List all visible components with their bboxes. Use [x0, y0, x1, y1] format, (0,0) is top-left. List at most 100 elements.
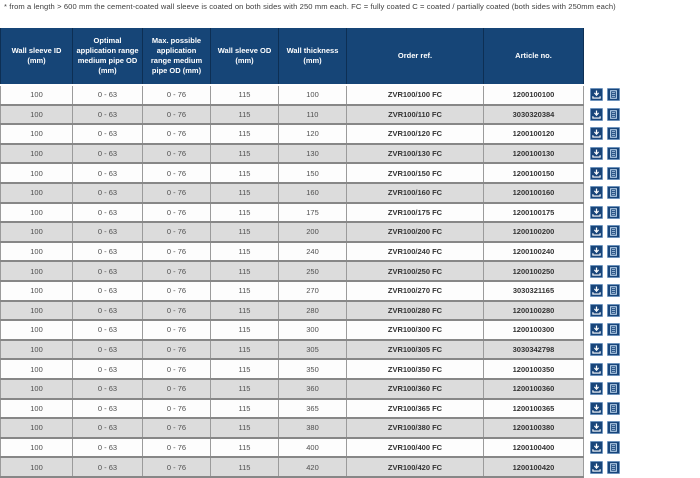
datasheet-button[interactable]: [607, 147, 620, 161]
download-button[interactable]: [590, 225, 603, 239]
datasheet-button[interactable]: [607, 284, 620, 298]
table-cell: 115: [210, 143, 279, 165]
table-row: 100 0 - 63 0 - 76 115 100 ZVR100/100 FC …: [0, 85, 634, 106]
download-button[interactable]: [590, 107, 603, 121]
datasheet-button[interactable]: [607, 127, 620, 141]
download-button[interactable]: [590, 382, 603, 396]
table-cell: 0 - 63: [72, 124, 143, 145]
download-icon: [592, 110, 601, 119]
download-icon: [592, 267, 601, 276]
download-button[interactable]: [590, 284, 603, 298]
datasheet-button[interactable]: [607, 303, 620, 317]
table-row: 100 0 - 63 0 - 76 115 160 ZVR100/160 FC …: [0, 182, 634, 204]
download-button[interactable]: [590, 88, 603, 102]
table-cell: 115: [210, 339, 279, 361]
download-button[interactable]: [590, 323, 603, 337]
action-group: [590, 362, 633, 376]
datasheet-button[interactable]: [607, 245, 620, 259]
table-cell: 0 - 76: [142, 182, 211, 204]
datasheet-icon: [610, 403, 617, 413]
table-row: 100 0 - 63 0 - 76 115 110 ZVR100/110 FC …: [0, 104, 634, 126]
datasheet-icon: [610, 266, 617, 276]
table-cell: 0 - 63: [72, 300, 143, 322]
table-cell-article-no: 1200100120: [483, 124, 584, 145]
download-button[interactable]: [590, 440, 603, 454]
download-icon: [592, 130, 601, 139]
download-button[interactable]: [590, 186, 603, 200]
table-row: 100 0 - 63 0 - 76 115 300 ZVR100/300 FC …: [0, 320, 634, 341]
table-cell-order-ref: ZVR100/150 FC: [346, 163, 484, 184]
datasheet-button[interactable]: [607, 460, 620, 474]
download-button[interactable]: [590, 166, 603, 180]
table-cell-order-ref: ZVR100/130 FC: [346, 143, 484, 165]
datasheet-icon: [610, 384, 617, 394]
datasheet-button[interactable]: [607, 88, 620, 102]
table-cell-order-ref: ZVR100/100 FC: [346, 85, 484, 106]
row-actions: [583, 280, 634, 301]
table-cell: 0 - 63: [72, 202, 143, 224]
table-cell-article-no: 1200100365: [483, 398, 584, 420]
row-actions: [583, 104, 634, 125]
download-button[interactable]: [590, 401, 603, 415]
datasheet-button[interactable]: [607, 362, 620, 376]
table-cell-article-no: 1200100240: [483, 241, 584, 263]
row-actions: [583, 300, 634, 321]
download-button[interactable]: [590, 343, 603, 357]
datasheet-icon: [610, 423, 617, 433]
table-cell: 0 - 76: [142, 222, 211, 243]
datasheet-icon: [610, 364, 617, 374]
table-cell: 0 - 76: [142, 378, 211, 400]
datasheet-button[interactable]: [607, 440, 620, 454]
datasheet-button[interactable]: [607, 225, 620, 239]
datasheet-button[interactable]: [607, 323, 620, 337]
table-cell: 0 - 76: [142, 202, 211, 224]
table-cell: 100: [0, 418, 73, 439]
table-cell: 0 - 76: [142, 398, 211, 420]
table-cell: 115: [210, 398, 279, 420]
download-icon: [592, 227, 601, 237]
datasheet-button[interactable]: [607, 421, 620, 435]
download-button[interactable]: [590, 245, 603, 259]
action-group: [590, 382, 633, 396]
datasheet-button[interactable]: [607, 166, 620, 180]
datasheet-button[interactable]: [607, 186, 620, 200]
table-cell: 0 - 63: [72, 418, 143, 439]
datasheet-button[interactable]: [607, 107, 620, 121]
table-cell: 100: [0, 241, 73, 263]
table-cell: 100: [0, 437, 73, 459]
datasheet-icon: [610, 462, 617, 472]
table-cell: 115: [210, 261, 279, 282]
download-button[interactable]: [590, 303, 603, 317]
datasheet-button[interactable]: [607, 382, 620, 396]
table-cell: 100: [0, 222, 73, 243]
datasheet-button[interactable]: [607, 205, 620, 219]
table-cell-article-no: 3030342798: [483, 339, 584, 361]
column-header-max-range: Max. possible application range medium p…: [142, 28, 211, 86]
download-button[interactable]: [590, 362, 603, 376]
download-icon: [592, 423, 601, 433]
row-actions: [583, 163, 634, 183]
download-button[interactable]: [590, 264, 603, 278]
table-cell: 100: [0, 300, 73, 322]
download-button[interactable]: [590, 127, 603, 141]
datasheet-button[interactable]: [607, 343, 620, 357]
datasheet-button[interactable]: [607, 401, 620, 415]
download-button[interactable]: [590, 421, 603, 435]
table-row: 100 0 - 63 0 - 76 115 120 ZVR100/120 FC …: [0, 124, 634, 145]
datasheet-button[interactable]: [607, 264, 620, 278]
download-button[interactable]: [590, 460, 603, 474]
table-cell: 0 - 63: [72, 163, 143, 184]
download-button[interactable]: [590, 147, 603, 161]
table-cell: 250: [278, 261, 347, 282]
table-cell-article-no: 1200100280: [483, 300, 584, 322]
table-cell: 270: [278, 280, 347, 302]
table-cell: 115: [210, 202, 279, 224]
action-group: [590, 88, 633, 102]
download-button[interactable]: [590, 205, 603, 219]
table-cell: 0 - 63: [72, 104, 143, 126]
footnote: * from a length > 600 mm the cement-coat…: [4, 2, 616, 11]
table-cell-order-ref: ZVR100/365 FC: [346, 398, 484, 420]
table-cell-article-no: 1200100130: [483, 143, 584, 165]
table-cell: 300: [278, 320, 347, 341]
datasheet-icon: [610, 227, 617, 237]
